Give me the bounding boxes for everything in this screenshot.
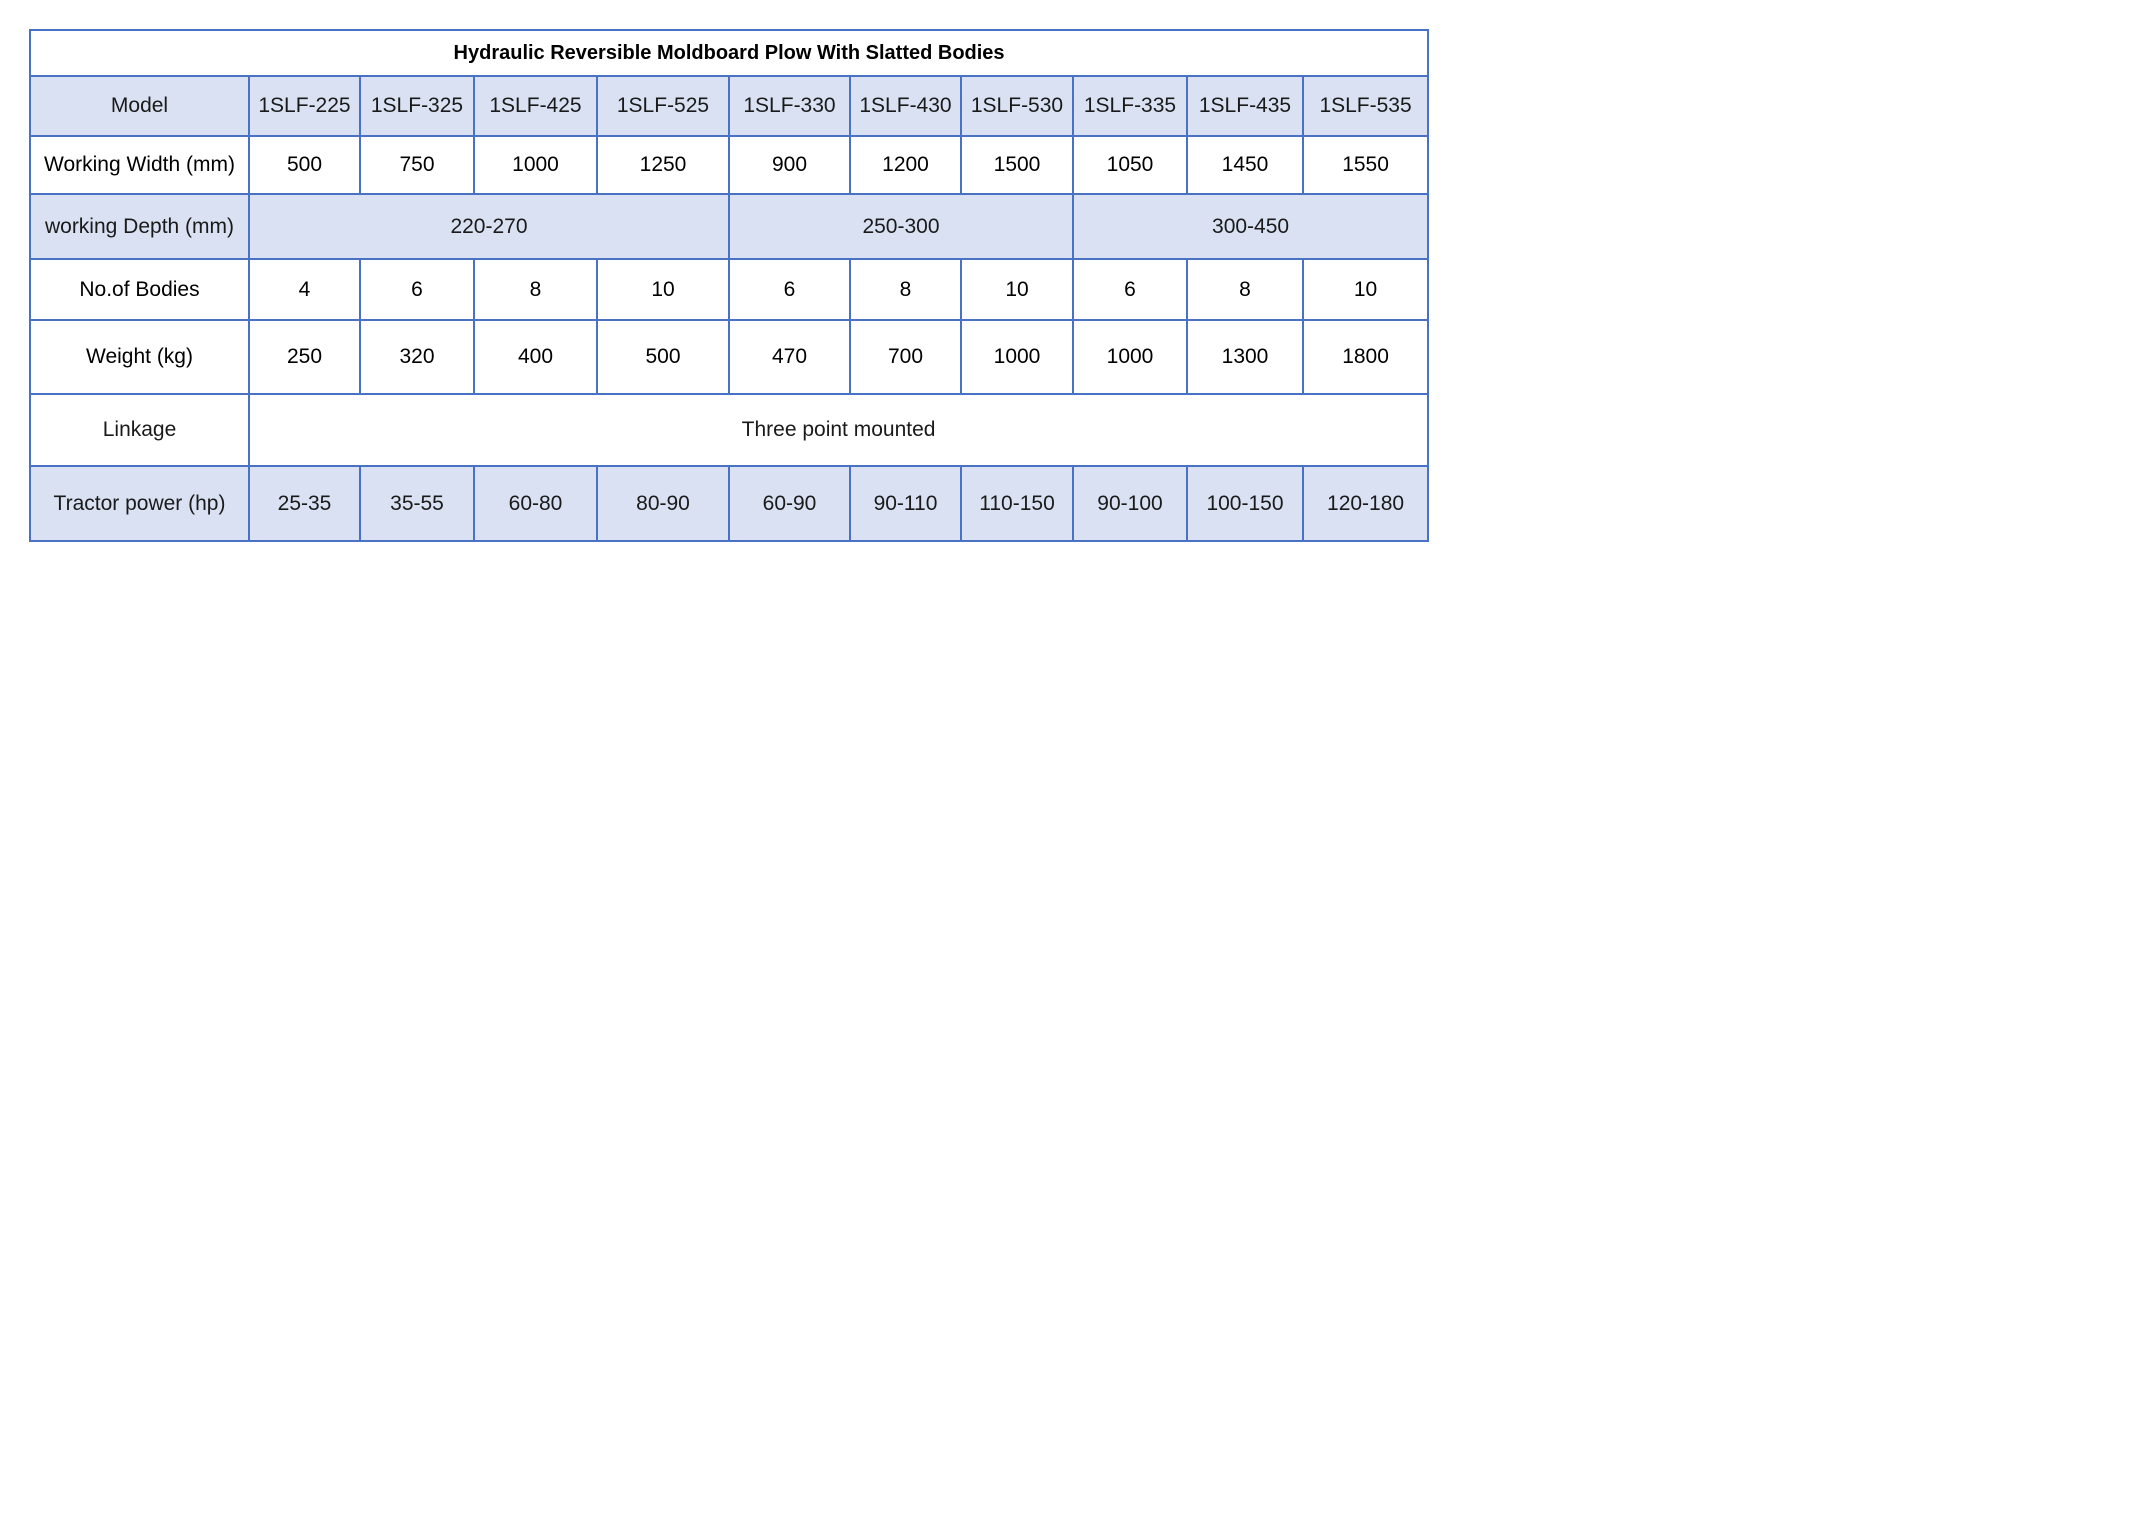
bodies-cell: 6 <box>1072 258 1188 321</box>
model-cell: 1SLF-525 <box>596 75 730 137</box>
weight-cell: 1300 <box>1186 319 1304 395</box>
row-label: working Depth (mm) <box>29 193 250 260</box>
power-cell: 90-110 <box>849 465 962 542</box>
power-cell: 110-150 <box>960 465 1074 542</box>
weight-cell: 400 <box>473 319 598 395</box>
working-width-row: Working Width (mm) 500 750 1000 1250 900… <box>29 135 1430 195</box>
row-label: Model <box>29 75 250 137</box>
depth-group-cell: 250-300 <box>728 193 1074 260</box>
spec-table: Hydraulic Reversible Moldboard Plow With… <box>28 29 1430 542</box>
bodies-cell: 10 <box>1301 258 1430 321</box>
width-cell: 900 <box>728 135 851 195</box>
weight-cell: 700 <box>849 319 962 395</box>
power-cell: 60-90 <box>728 465 851 542</box>
bodies-cell: 8 <box>1186 258 1304 321</box>
weight-cell: 320 <box>359 319 475 395</box>
model-cell: 1SLF-335 <box>1072 75 1188 137</box>
row-label: Working Width (mm) <box>29 135 250 195</box>
model-cell: 1SLF-225 <box>248 75 361 137</box>
bodies-cell: 10 <box>596 258 730 321</box>
model-cell: 1SLF-325 <box>359 75 475 137</box>
width-cell: 500 <box>248 135 361 195</box>
linkage-cell: Three point mounted <box>247 393 1430 467</box>
power-cell: 100-150 <box>1186 465 1304 542</box>
power-cell: 120-180 <box>1301 465 1430 542</box>
power-cell: 80-90 <box>596 465 730 542</box>
working-depth-row: working Depth (mm) 220-270 250-300 300-4… <box>29 193 1430 260</box>
width-cell: 1000 <box>473 135 598 195</box>
row-label: Linkage <box>29 393 250 467</box>
power-cell: 25-35 <box>248 465 361 542</box>
width-cell: 1200 <box>849 135 962 195</box>
model-cell: 1SLF-530 <box>960 75 1074 137</box>
weight-cell: 500 <box>596 319 730 395</box>
power-cell: 35-55 <box>359 465 475 542</box>
weight-cell: 250 <box>248 319 361 395</box>
bodies-cell: 10 <box>960 258 1074 321</box>
row-label: Weight (kg) <box>29 319 250 395</box>
table-title: Hydraulic Reversible Moldboard Plow With… <box>28 29 1430 77</box>
width-cell: 1050 <box>1072 135 1188 195</box>
weight-row: Weight (kg) 250 320 400 500 470 700 1000… <box>29 319 1430 395</box>
model-row: Model 1SLF-225 1SLF-325 1SLF-425 1SLF-52… <box>29 75 1430 137</box>
power-cell: 90-100 <box>1072 465 1188 542</box>
depth-group-cell: 220-270 <box>248 193 730 260</box>
model-cell: 1SLF-435 <box>1186 75 1304 137</box>
bodies-cell: 8 <box>473 258 598 321</box>
weight-cell: 1000 <box>1072 319 1188 395</box>
row-label: Tractor power (hp) <box>29 465 250 542</box>
bodies-cell: 6 <box>359 258 475 321</box>
title-row: Hydraulic Reversible Moldboard Plow With… <box>28 29 1430 77</box>
tractor-power-row: Tractor power (hp) 25-35 35-55 60-80 80-… <box>29 465 1430 542</box>
row-label: No.of Bodies <box>29 258 250 321</box>
model-cell: 1SLF-330 <box>728 75 851 137</box>
bodies-cell: 8 <box>849 258 962 321</box>
width-cell: 750 <box>359 135 475 195</box>
weight-cell: 1000 <box>960 319 1074 395</box>
depth-group-cell: 300-450 <box>1071 193 1430 260</box>
model-cell: 1SLF-535 <box>1301 75 1430 137</box>
model-cell: 1SLF-425 <box>473 75 598 137</box>
weight-cell: 470 <box>728 319 851 395</box>
bodies-cell: 4 <box>248 258 361 321</box>
width-cell: 1550 <box>1301 135 1430 195</box>
weight-cell: 1800 <box>1301 319 1430 395</box>
bodies-row: No.of Bodies 4 6 8 10 6 8 10 6 8 10 <box>29 258 1430 321</box>
power-cell: 60-80 <box>473 465 598 542</box>
width-cell: 1500 <box>960 135 1074 195</box>
width-cell: 1250 <box>596 135 730 195</box>
model-cell: 1SLF-430 <box>849 75 962 137</box>
width-cell: 1450 <box>1186 135 1304 195</box>
bodies-cell: 6 <box>728 258 851 321</box>
linkage-row: Linkage Three point mounted <box>29 393 1430 467</box>
